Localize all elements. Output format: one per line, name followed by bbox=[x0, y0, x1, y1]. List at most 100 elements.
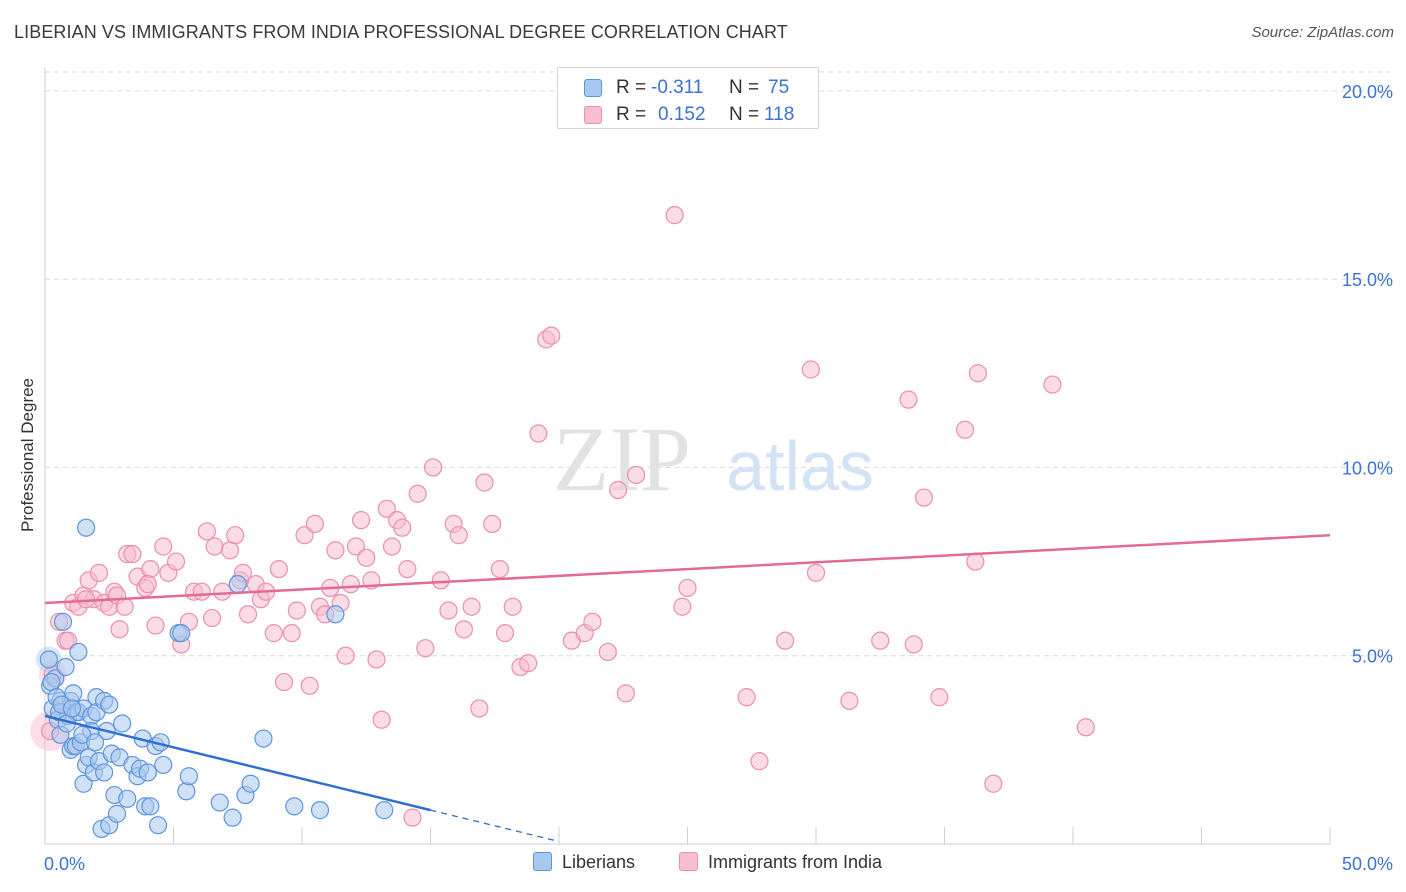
data-point bbox=[495, 624, 515, 643]
data-point bbox=[1043, 375, 1062, 394]
data-point bbox=[228, 575, 247, 594]
data-point bbox=[519, 654, 538, 673]
data-point bbox=[59, 631, 78, 650]
data-point bbox=[678, 578, 697, 598]
data-point bbox=[148, 816, 168, 835]
data-point bbox=[984, 774, 1003, 793]
legend-item-liberians: Liberians bbox=[533, 852, 635, 878]
data-point bbox=[439, 601, 458, 620]
data-point bbox=[801, 360, 820, 379]
data-point bbox=[393, 518, 412, 537]
data-point bbox=[179, 767, 199, 786]
data-point bbox=[220, 541, 240, 560]
data-point bbox=[454, 620, 474, 639]
data-point bbox=[341, 575, 360, 594]
data-point bbox=[172, 624, 191, 643]
data-point bbox=[673, 597, 692, 616]
correlation-legend: R = -0.311 N = 75 R = 0.152 N = 118 bbox=[557, 67, 819, 129]
data-point bbox=[202, 608, 222, 628]
data-point bbox=[377, 499, 396, 518]
tick-labels: 5.0% 10.0% 15.0% 20.0% 0.0% 50.0% bbox=[44, 82, 1393, 874]
n-value: 118 bbox=[764, 104, 795, 125]
data-point bbox=[254, 729, 273, 748]
legend-item-india: Immigrants from India bbox=[679, 852, 882, 878]
data-point bbox=[968, 364, 988, 383]
data-point bbox=[398, 559, 417, 579]
r-value: -0.311 bbox=[651, 77, 704, 98]
data-point bbox=[282, 624, 301, 643]
legend-swatch-india bbox=[679, 852, 698, 871]
data-point bbox=[310, 801, 330, 820]
watermark: ZIP atlas bbox=[553, 408, 874, 510]
data-point bbox=[431, 571, 450, 590]
n-label: N = bbox=[729, 77, 760, 98]
data-point bbox=[930, 688, 949, 707]
data-point bbox=[300, 676, 319, 695]
data-point bbox=[112, 714, 132, 733]
data-point bbox=[269, 559, 288, 579]
data-point bbox=[470, 699, 489, 718]
data-point bbox=[966, 552, 985, 571]
series-liberians bbox=[35, 518, 394, 839]
source-label: Source: ZipAtlas.com bbox=[1251, 24, 1394, 41]
data-point bbox=[899, 390, 918, 409]
data-point bbox=[372, 710, 391, 729]
legend-swatch-liberians bbox=[533, 852, 552, 871]
data-point bbox=[154, 537, 173, 556]
data-point bbox=[100, 695, 119, 714]
legend-label-liberians: Liberians bbox=[562, 852, 636, 872]
data-point bbox=[274, 672, 294, 692]
data-point bbox=[1076, 718, 1095, 737]
data-point bbox=[616, 684, 635, 703]
r-label: R = bbox=[616, 77, 647, 98]
data-point bbox=[375, 801, 394, 820]
data-point bbox=[141, 559, 160, 579]
trend-line-liberians bbox=[44, 714, 431, 812]
data-point bbox=[776, 631, 795, 650]
data-point bbox=[213, 582, 232, 601]
data-point bbox=[871, 631, 890, 650]
data-point bbox=[205, 537, 224, 556]
data-point bbox=[598, 642, 617, 662]
data-point bbox=[285, 797, 304, 816]
data-point bbox=[238, 605, 258, 624]
data-point bbox=[77, 590, 96, 609]
data-point bbox=[326, 541, 345, 560]
data-point bbox=[62, 699, 82, 718]
y-tick-label: 10.0% bbox=[1342, 458, 1393, 478]
data-point bbox=[609, 480, 628, 500]
n-value: 75 bbox=[768, 77, 790, 98]
data-point bbox=[542, 326, 561, 345]
data-point bbox=[750, 752, 769, 771]
data-point bbox=[223, 808, 242, 827]
data-point bbox=[226, 526, 245, 545]
data-point bbox=[39, 650, 58, 669]
data-point bbox=[583, 612, 602, 631]
trend-line-liberians-extension bbox=[430, 809, 560, 843]
data-point bbox=[154, 755, 173, 775]
y-tick-label: 15.0% bbox=[1342, 270, 1393, 290]
data-point bbox=[146, 616, 165, 635]
data-point bbox=[626, 465, 646, 485]
data-point bbox=[115, 597, 134, 616]
data-point bbox=[408, 484, 427, 503]
data-point bbox=[69, 642, 88, 662]
data-point bbox=[416, 639, 435, 658]
y-tick-label: 20.0% bbox=[1342, 82, 1393, 102]
r-label: R = bbox=[616, 104, 647, 125]
data-point bbox=[483, 514, 502, 534]
series-immigrants-from-india bbox=[30, 206, 1095, 827]
data-point bbox=[914, 488, 934, 507]
data-point bbox=[42, 672, 61, 692]
data-point bbox=[141, 797, 160, 816]
trend-line-india bbox=[44, 533, 1331, 605]
r-value: 0.152 bbox=[658, 104, 706, 125]
data-point bbox=[118, 789, 137, 808]
data-point bbox=[367, 650, 386, 669]
legend-swatch-pink bbox=[584, 106, 602, 124]
data-point bbox=[326, 605, 345, 624]
data-point bbox=[138, 763, 157, 782]
trend-lines bbox=[44, 533, 1331, 843]
chart-title: LIBERIAN VS IMMIGRANTS FROM INDIA PROFES… bbox=[14, 22, 788, 42]
